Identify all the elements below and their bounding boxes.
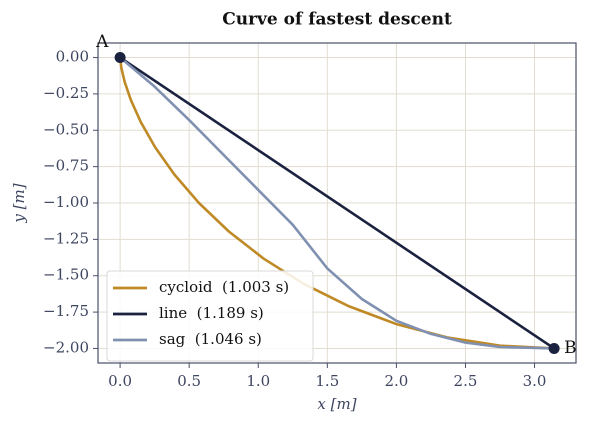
series-line bbox=[119, 56, 555, 350]
endpoint-marker bbox=[548, 342, 560, 354]
y-tick-label: −2.00 bbox=[43, 338, 89, 356]
plot-frame bbox=[97, 42, 577, 364]
y-tick-label: −0.25 bbox=[43, 84, 89, 102]
y-tick-label: −0.75 bbox=[43, 157, 89, 175]
x-tick-label: 1.5 bbox=[315, 372, 339, 390]
series-line bbox=[119, 56, 555, 350]
x-tick-label: 0.5 bbox=[177, 372, 201, 390]
y-tick-label: −1.75 bbox=[43, 302, 89, 320]
legend-label: line (1.189 s) bbox=[159, 304, 264, 322]
chart-title: Curve of fastest descent bbox=[222, 10, 452, 30]
x-tick-label: 1.0 bbox=[246, 372, 270, 390]
y-tick-label: −1.50 bbox=[43, 266, 89, 284]
x-tick-label: 2.5 bbox=[454, 372, 478, 390]
legend-label: sag (1.046 s) bbox=[159, 330, 262, 348]
annotation: A bbox=[95, 32, 109, 52]
x-tick-label: 0.0 bbox=[108, 372, 132, 390]
y-tick-label: 0.00 bbox=[56, 48, 89, 66]
y-tick-label: −0.50 bbox=[43, 120, 89, 138]
x-axis-label: x [m] bbox=[317, 395, 356, 413]
legend-box bbox=[106, 270, 314, 362]
y-tick-label: −1.00 bbox=[43, 193, 89, 211]
legend-label: cycloid (1.003 s) bbox=[159, 278, 289, 296]
y-tick-label: −1.25 bbox=[43, 229, 89, 247]
x-tick-label: 3.0 bbox=[523, 372, 547, 390]
x-tick-label: 2.0 bbox=[384, 372, 408, 390]
y-axis-label: y [m] bbox=[10, 183, 28, 223]
legend: cycloid (1.003 s) line (1.189 s) sag (1.04… bbox=[106, 270, 314, 362]
annotation: B bbox=[564, 338, 577, 358]
endpoint-marker bbox=[114, 52, 126, 64]
